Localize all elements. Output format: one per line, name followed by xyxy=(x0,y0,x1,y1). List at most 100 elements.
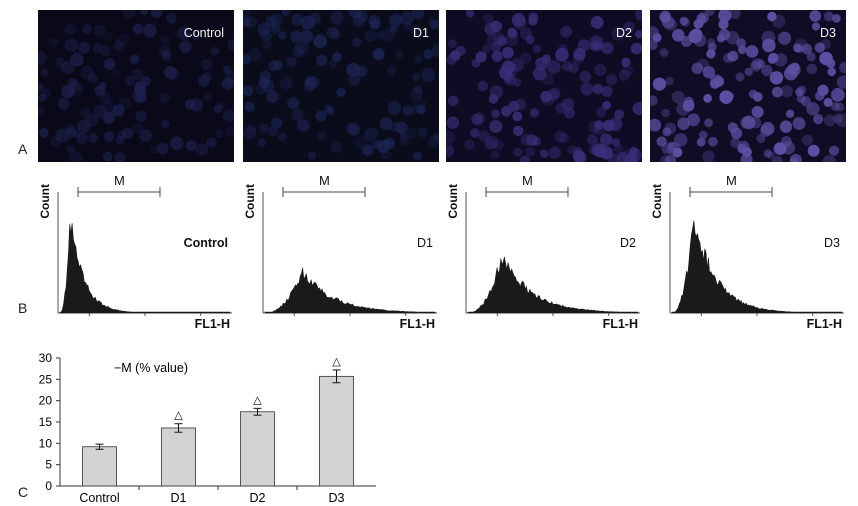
marker-label: M xyxy=(114,173,125,188)
cell-nucleus xyxy=(300,30,314,44)
x-axis-label: FL1-H xyxy=(399,317,435,331)
cell-nucleus xyxy=(368,14,381,27)
cell-nucleus xyxy=(307,151,317,160)
cell-nucleus xyxy=(588,145,599,155)
cell-nucleus xyxy=(133,23,144,35)
cell-nucleus xyxy=(659,48,669,57)
cell-nucleus xyxy=(616,152,629,162)
cell-nucleus xyxy=(201,58,213,71)
cell-nucleus xyxy=(189,98,203,112)
cell-nucleus xyxy=(48,36,59,48)
cell-nucleus xyxy=(227,38,234,51)
cell-nucleus xyxy=(745,45,759,58)
cell-nucleus xyxy=(740,116,752,129)
cell-nucleus xyxy=(347,122,361,136)
cell-nucleus xyxy=(507,27,517,38)
cell-nucleus xyxy=(526,134,538,146)
cell-nucleus xyxy=(257,22,270,36)
cell-nucleus xyxy=(124,75,136,87)
cell-nucleus xyxy=(599,133,613,146)
cell-nucleus xyxy=(605,74,618,86)
y-tick-label: 25 xyxy=(39,372,53,386)
cell-nucleus xyxy=(661,108,670,118)
cell-nucleus xyxy=(118,96,131,109)
cell-nucleus xyxy=(706,49,716,59)
cell-nucleus xyxy=(485,138,496,150)
cell-nucleus xyxy=(215,129,224,138)
cell-nucleus xyxy=(484,135,499,150)
cell-nucleus xyxy=(780,85,793,98)
cell-nucleus xyxy=(512,78,522,87)
cell-nucleus xyxy=(412,151,423,161)
cell-nucleus xyxy=(287,97,300,110)
cell-nucleus xyxy=(672,29,685,42)
marker-label: M xyxy=(319,173,330,188)
cell-nucleus xyxy=(650,39,658,50)
histogram-plot xyxy=(262,187,437,316)
histogram-d3: Count M D3 FL1-H xyxy=(650,170,846,335)
cell-nucleus xyxy=(203,92,212,101)
cell-nucleus xyxy=(618,69,630,81)
cell-nucleus xyxy=(562,98,575,111)
cell-nucleus xyxy=(177,26,190,40)
cell-nucleus xyxy=(751,106,764,118)
cell-nucleus xyxy=(718,10,732,23)
cell-nucleus xyxy=(698,130,708,140)
cell-nucleus xyxy=(665,154,677,162)
histogram-distribution xyxy=(59,223,231,314)
cell-nucleus xyxy=(502,46,514,59)
cell-nucleus xyxy=(814,42,825,53)
cell-nucleus xyxy=(94,85,106,97)
cell-nucleus xyxy=(573,48,586,61)
cell-nucleus xyxy=(80,107,91,118)
cell-nucleus xyxy=(133,83,146,95)
cell-nucleus xyxy=(316,54,328,67)
cell-nucleus xyxy=(161,49,171,59)
cell-nucleus xyxy=(632,101,642,116)
cell-nucleus xyxy=(332,52,342,62)
cell-nucleus xyxy=(591,39,605,52)
cell-nucleus xyxy=(270,13,283,26)
cell-nucleus xyxy=(82,24,92,34)
cell-nucleus xyxy=(792,43,802,53)
cell-nucleus xyxy=(291,108,304,121)
micrograph-label: D3 xyxy=(820,26,836,40)
cell-nucleus xyxy=(499,66,513,80)
cell-nucleus xyxy=(316,131,327,141)
histogram-d1: Count M D1 FL1-H xyxy=(243,170,439,335)
cell-nucleus xyxy=(635,30,642,39)
cell-nucleus xyxy=(387,101,402,115)
cell-nucleus xyxy=(65,87,75,98)
cell-nucleus xyxy=(650,26,660,40)
micrograph-control: Control xyxy=(38,10,234,162)
cell-nucleus xyxy=(102,111,116,124)
cell-nucleus xyxy=(756,134,766,144)
cell-nucleus xyxy=(815,91,825,101)
cell-nucleus xyxy=(40,68,49,77)
cell-nucleus xyxy=(113,40,125,52)
cell-nucleus xyxy=(832,113,843,124)
cell-nucleus xyxy=(291,13,304,26)
micrograph-image xyxy=(650,10,846,162)
cell-nucleus xyxy=(267,126,278,137)
cell-nucleus xyxy=(677,117,690,130)
cell-nucleus xyxy=(117,33,130,46)
cell-nucleus xyxy=(513,125,524,136)
panel-c-letter: C xyxy=(18,484,29,500)
cell-nucleus xyxy=(222,109,234,122)
cell-nucleus xyxy=(555,102,567,114)
cell-nucleus xyxy=(703,94,712,103)
cell-nucleus xyxy=(289,30,302,43)
cell-nucleus xyxy=(698,15,707,24)
cell-nucleus xyxy=(433,132,439,143)
cell-nucleus xyxy=(464,139,475,150)
x-axis-label: FL1-H xyxy=(806,317,842,331)
cell-nucleus xyxy=(417,127,429,138)
cell-nucleus xyxy=(410,87,423,101)
cell-nucleus xyxy=(372,49,385,61)
cell-nucleus xyxy=(483,13,494,24)
cell-nucleus xyxy=(704,10,715,17)
cell-nucleus xyxy=(259,123,269,133)
cell-nucleus xyxy=(520,52,532,64)
bar xyxy=(82,446,117,487)
